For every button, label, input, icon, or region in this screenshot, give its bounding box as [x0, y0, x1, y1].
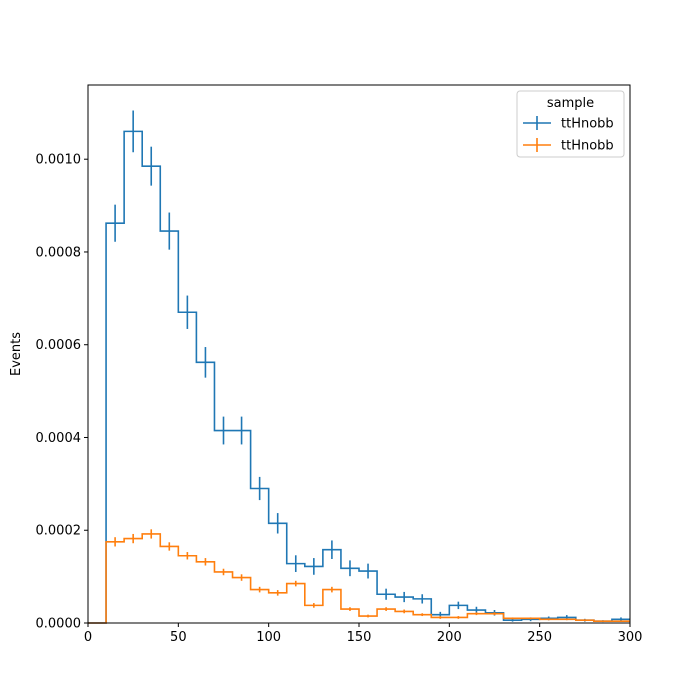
x-axis: 0 50 100 150 200 250 300: [84, 623, 643, 645]
y-axis-label: Events: [9, 332, 24, 376]
x-tick-label: 150: [347, 630, 372, 645]
y-axis: 0.0000 0.0002 0.0004 0.0006 0.0008 0.0010: [36, 153, 88, 632]
legend-label: ttHnobb: [561, 117, 614, 132]
legend-label: ttHnobb: [561, 139, 614, 154]
x-tick-label: 50: [170, 630, 187, 645]
y-tick-label: 0.0002: [36, 524, 82, 539]
x-tick-label: 200: [437, 630, 462, 645]
x-tick-label: 100: [256, 630, 281, 645]
x-tick-label: 250: [527, 630, 552, 645]
y-tick-label: 0.0008: [36, 245, 82, 260]
x-tick-label: 300: [618, 630, 643, 645]
y-tick-label: 0.0006: [36, 338, 82, 353]
legend-entry: ttHnobb: [523, 138, 614, 154]
legend-entry: ttHnobb: [523, 116, 614, 132]
y-tick-label: 0.0010: [36, 153, 82, 168]
y-tick-label: 0.0000: [36, 617, 82, 632]
y-tick-label: 0.0004: [36, 431, 82, 446]
legend-box: [516, 90, 625, 158]
series-step-line: [88, 533, 630, 624]
legend: sample ttHnobb ttHnobb: [516, 90, 625, 158]
x-tick-label: 0: [84, 630, 92, 645]
plot-area: [88, 110, 630, 624]
legend-title: sample: [547, 96, 594, 111]
series-2: [88, 529, 630, 624]
